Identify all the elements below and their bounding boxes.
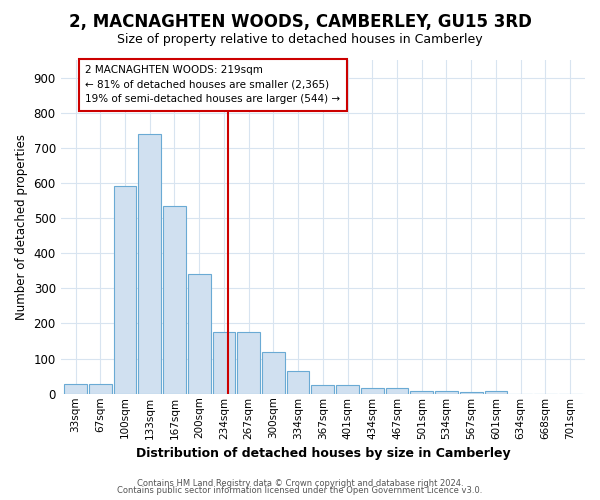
Bar <box>386 388 409 394</box>
Bar <box>262 352 285 394</box>
Y-axis label: Number of detached properties: Number of detached properties <box>15 134 28 320</box>
Bar <box>435 391 458 394</box>
Text: 2, MACNAGHTEN WOODS, CAMBERLEY, GU15 3RD: 2, MACNAGHTEN WOODS, CAMBERLEY, GU15 3RD <box>68 12 532 30</box>
Bar <box>163 206 186 394</box>
Bar <box>89 384 112 394</box>
Bar <box>460 392 482 394</box>
Bar <box>237 332 260 394</box>
Bar <box>311 385 334 394</box>
Bar <box>212 332 235 394</box>
Bar <box>336 385 359 394</box>
Bar <box>361 388 383 394</box>
Text: Size of property relative to detached houses in Camberley: Size of property relative to detached ho… <box>117 32 483 46</box>
Bar <box>113 186 136 394</box>
Bar <box>139 134 161 394</box>
X-axis label: Distribution of detached houses by size in Camberley: Distribution of detached houses by size … <box>136 447 510 460</box>
Bar <box>188 274 211 394</box>
Bar <box>287 371 310 394</box>
Bar <box>410 391 433 394</box>
Bar <box>485 391 508 394</box>
Text: Contains public sector information licensed under the Open Government Licence v3: Contains public sector information licen… <box>118 486 482 495</box>
Bar <box>64 384 87 394</box>
Text: Contains HM Land Registry data © Crown copyright and database right 2024.: Contains HM Land Registry data © Crown c… <box>137 478 463 488</box>
Text: 2 MACNAGHTEN WOODS: 219sqm
← 81% of detached houses are smaller (2,365)
19% of s: 2 MACNAGHTEN WOODS: 219sqm ← 81% of deta… <box>85 65 341 104</box>
